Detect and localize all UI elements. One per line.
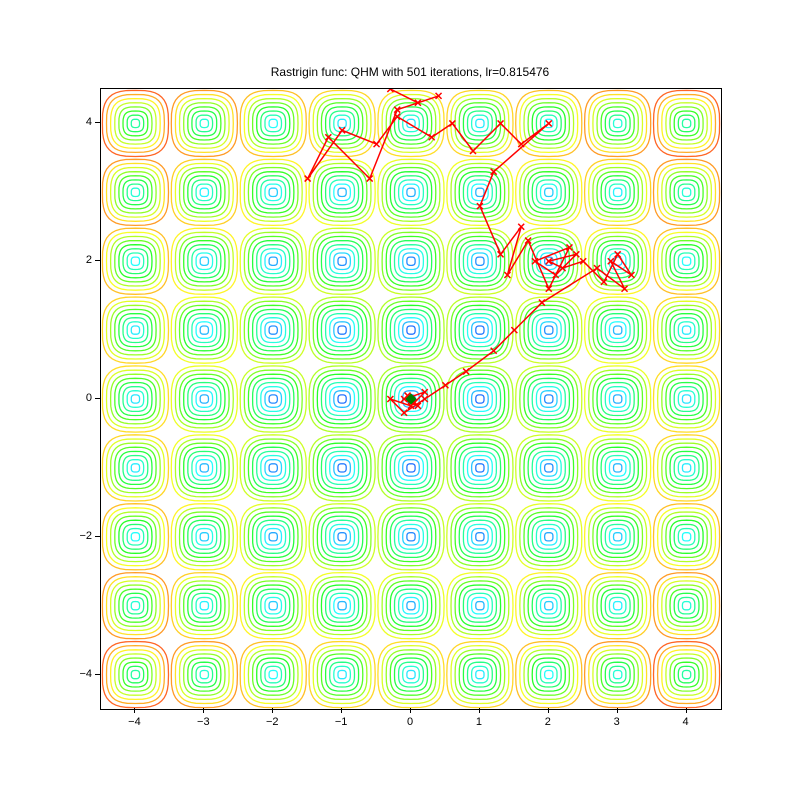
x-tick-label: 2 [545,716,551,728]
plot-area [100,88,722,710]
x-tick-label: −3 [197,716,210,728]
x-tick-label: −2 [266,716,279,728]
trajectory-layer [101,89,721,709]
x-tick-label: 3 [614,716,620,728]
y-tick-label: 2 [62,254,92,266]
x-tick-label: 0 [407,716,413,728]
y-tick-label: 0 [62,392,92,404]
x-tick-label: −1 [335,716,348,728]
chart-title: Rastrigin func: QHM with 501 iterations,… [100,65,720,79]
y-tick-label: 4 [62,116,92,128]
x-tick-label: −4 [128,716,141,728]
x-tick-label: 1 [476,716,482,728]
y-tick-label: −4 [62,668,92,680]
y-tick-label: −2 [62,530,92,542]
x-tick-label: 4 [682,716,688,728]
